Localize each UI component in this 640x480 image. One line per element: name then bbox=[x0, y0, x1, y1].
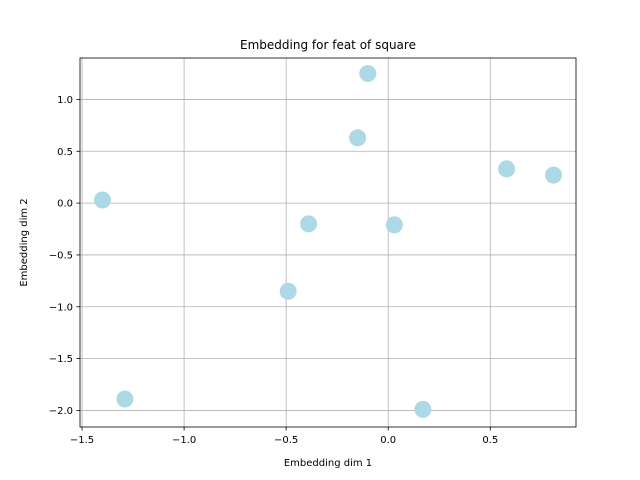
scatter-point bbox=[300, 215, 318, 233]
scatter-point bbox=[279, 282, 297, 300]
plot-frame bbox=[79, 57, 577, 428]
scatter-point bbox=[359, 65, 377, 83]
scatter-point bbox=[414, 400, 432, 418]
y-axis-label: Embedding dim 2 bbox=[19, 198, 30, 286]
scatter-point bbox=[116, 390, 134, 408]
x-tick-label: 0.5 bbox=[482, 435, 498, 446]
y-tick-label: 1.0 bbox=[57, 95, 73, 106]
scatter-point bbox=[93, 191, 111, 209]
chart-title: Embedding for feat of square bbox=[240, 38, 416, 52]
axis-ticks: −1.5 −1.0 −0.5 0.0 0.5 −2.0 −1.5 −1.0 −0.5 0.0 0.5… bbox=[49, 95, 499, 446]
grid-lines bbox=[80, 58, 576, 427]
y-tick-label: 0.0 bbox=[57, 199, 73, 210]
scatter-point bbox=[498, 160, 516, 178]
y-tick-label: −1.0 bbox=[49, 302, 73, 313]
scatter-point bbox=[545, 166, 563, 184]
x-tick-label: −0.5 bbox=[274, 435, 298, 446]
y-tick-label: 0.5 bbox=[57, 147, 73, 158]
scatter-point bbox=[349, 129, 367, 147]
y-tick-label: −0.5 bbox=[49, 250, 73, 261]
x-tick-label: −1.5 bbox=[70, 435, 94, 446]
data-points bbox=[93, 65, 563, 418]
scatter-point bbox=[385, 216, 403, 234]
x-tick-label: 0.0 bbox=[380, 435, 396, 446]
y-tick-label: −2.0 bbox=[49, 406, 73, 417]
x-tick-label: −1.0 bbox=[172, 435, 196, 446]
y-tick-label: −1.5 bbox=[49, 354, 73, 365]
x-axis-label: Embedding dim 1 bbox=[284, 458, 372, 469]
